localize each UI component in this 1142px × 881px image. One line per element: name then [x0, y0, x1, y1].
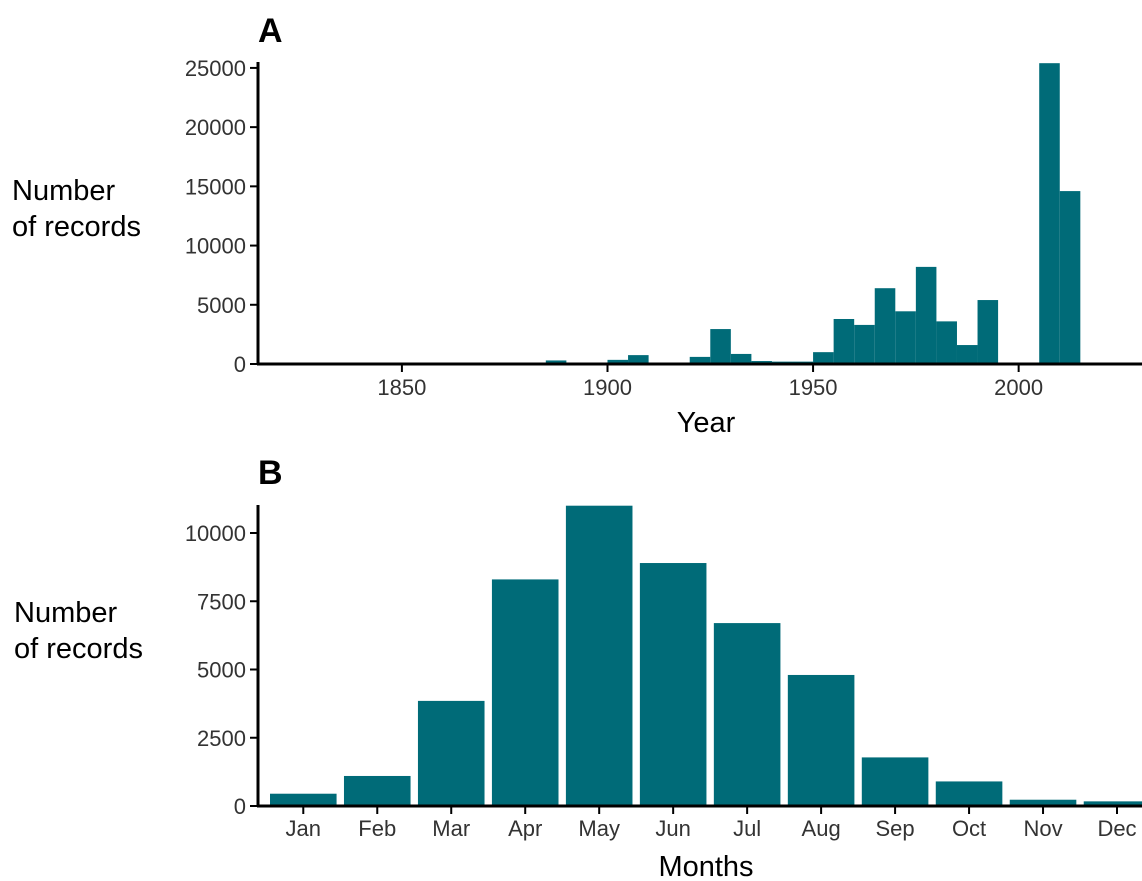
x-tick-label-feb: Feb: [358, 816, 396, 841]
bar-apr: [491, 579, 559, 806]
x-tick-label-mar: Mar: [432, 816, 470, 841]
bar-1950: [813, 352, 834, 364]
y-tick-label: 10000: [185, 234, 246, 259]
y-tick-label: 25000: [185, 56, 246, 81]
y-tick-label: 5000: [197, 293, 246, 318]
bar-2005: [1039, 63, 1060, 364]
x-tick-label-nov: Nov: [1023, 816, 1062, 841]
bar-jan: [270, 793, 337, 806]
panel-b-letter: B: [258, 454, 283, 492]
bar-1920: [689, 356, 711, 364]
bar-1970: [895, 311, 916, 364]
bar-1925: [710, 329, 731, 364]
bar-mar: [417, 700, 485, 806]
x-tick-label-sep: Sep: [876, 816, 915, 841]
bar-1905: [628, 355, 649, 364]
bar-1980: [936, 321, 957, 364]
bar-feb: [343, 775, 411, 806]
panel-a-letter: A: [258, 12, 283, 50]
bar-1885: [545, 360, 567, 364]
panel-b-bars: [270, 505, 1142, 806]
bar-1960: [854, 324, 875, 364]
bar-1985: [956, 345, 978, 364]
panel-a-y-ticks: 0 5000 10000 15000 20000 25000: [185, 56, 258, 377]
x-tick-label-may: May: [578, 816, 620, 841]
x-tick-label-aug: Aug: [802, 816, 841, 841]
y-tick-label: 0: [234, 352, 246, 377]
bar-oct: [935, 781, 1003, 806]
panel-b: B Number of records 0 2500 5000 7500 10000 J…: [14, 454, 1142, 881]
bar-jul: [713, 623, 781, 806]
x-tick-label: 1850: [377, 375, 426, 400]
panel-b-x-ticks: Jan Feb Mar Apr May Jun Jul Aug Sep Oct Nov Dec: [286, 806, 1137, 841]
bar-1900: [607, 359, 629, 364]
panel-a-ylabel-line2: of records: [12, 211, 141, 243]
panel-a-xlabel: Year: [677, 407, 736, 439]
panel-b-ylabel-line2: of records: [14, 633, 143, 665]
panel-b-y-ticks: 0 2500 5000 7500 10000: [185, 521, 258, 819]
y-tick-label: 20000: [185, 115, 246, 140]
panel-a-ylabel-line1: Number: [12, 175, 115, 207]
bar-sep: [861, 757, 929, 806]
bar-1955: [833, 318, 855, 364]
bar-aug: [787, 674, 855, 806]
x-tick-label-jan: Jan: [286, 816, 321, 841]
x-tick-label-apr: Apr: [508, 816, 542, 841]
bar-1930: [730, 353, 752, 364]
x-tick-label-jul: Jul: [733, 816, 761, 841]
panel-a-bars: [545, 63, 1081, 364]
x-tick-label-jun: Jun: [655, 816, 690, 841]
y-tick-label: 10000: [185, 521, 246, 546]
panel-a: A Number of records 05000100001500020000…: [12, 12, 1142, 439]
bar-jun: [639, 563, 707, 806]
x-tick-label: 1900: [583, 375, 632, 400]
bar-2010: [1059, 191, 1081, 364]
bar-1975: [915, 266, 937, 364]
panel-b-ylabel-line1: Number: [14, 597, 117, 629]
bar-may: [565, 505, 633, 806]
y-tick-label: 5000: [197, 658, 246, 683]
y-tick-label: 15000: [185, 174, 246, 199]
x-tick-label: 2000: [994, 375, 1043, 400]
x-tick-label-dec: Dec: [1097, 816, 1136, 841]
y-tick-label: 7500: [197, 589, 246, 614]
x-tick-label-oct: Oct: [952, 816, 986, 841]
bar-nov: [1009, 799, 1077, 806]
bar-1990: [977, 300, 999, 364]
bar-1965: [874, 288, 896, 364]
y-tick-label: 0: [234, 794, 246, 819]
x-tick-label: 1950: [789, 375, 838, 400]
bar-dec: [1083, 801, 1142, 806]
panel-b-xlabel: Months: [658, 851, 753, 881]
y-tick-label: 2500: [197, 726, 246, 751]
panel-a-x-ticks: 1850 1900 1950 2000: [377, 364, 1043, 400]
